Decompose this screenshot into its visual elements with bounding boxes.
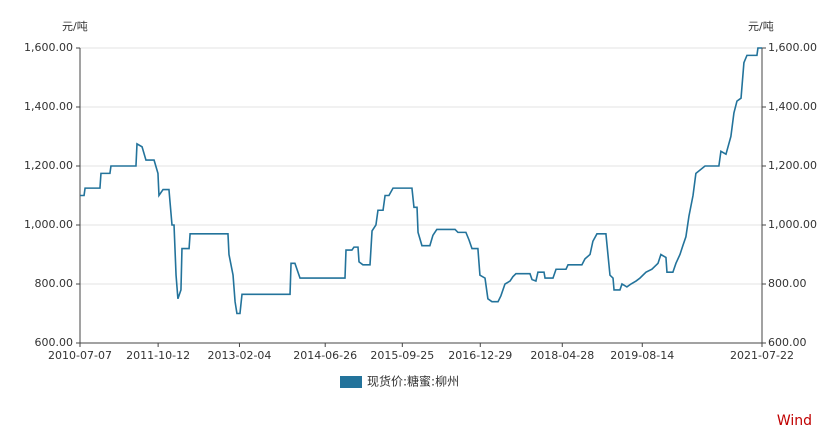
y-tick-label: 1,200.00: [24, 159, 73, 172]
x-tick-label: 2013-02-04: [207, 349, 271, 362]
x-tick-label: 2021-07-22: [730, 349, 794, 362]
source: Wind: [777, 413, 812, 429]
y2-tick-label: 800.00: [768, 277, 807, 290]
y-tick-label: 1,600.00: [24, 41, 73, 54]
y2-tick-label: 1,200.00: [768, 159, 817, 172]
y-tick-label: 1,400.00: [24, 100, 73, 113]
x-tick-label: 2015-09-25: [370, 349, 434, 362]
x-tick-label: 2016-12-29: [448, 349, 512, 362]
legend-swatch: [340, 376, 362, 388]
y-tick-label: 1,000.00: [24, 218, 73, 231]
y-unit: 元/吨: [62, 20, 88, 33]
y2-tick-label: 1,400.00: [768, 100, 817, 113]
y-tick-label: 600.00: [35, 336, 74, 349]
line: [80, 47, 762, 315]
y2-tick-label: 600.00: [768, 336, 807, 349]
x-tick-label: 2010-07-07: [48, 349, 112, 362]
x-tick-label: 2019-08-14: [610, 349, 674, 362]
x-tick-label: 2018-04-28: [530, 349, 594, 362]
y2-unit: 元/吨: [748, 20, 774, 33]
x-tick-label: 2014-06-26: [293, 349, 357, 362]
y2-tick-label: 1,600.00: [768, 41, 817, 54]
y-tick-label: 800.00: [35, 277, 74, 290]
x-tick-label: 2011-10-12: [126, 349, 190, 362]
y2-tick-label: 1,000.00: [768, 218, 817, 231]
legend-label: 现货价:糖蜜:柳州: [367, 374, 459, 389]
